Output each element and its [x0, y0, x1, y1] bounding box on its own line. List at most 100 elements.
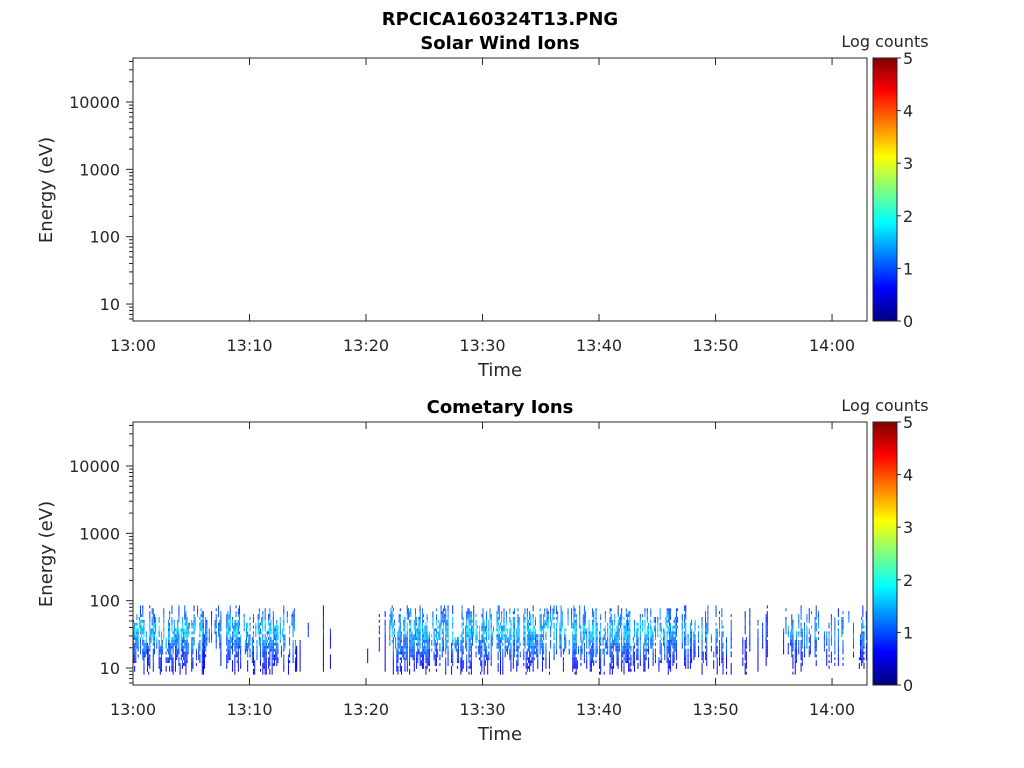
heatmap-cell: [526, 648, 528, 652]
heatmap-cell: [226, 631, 228, 635]
heatmap-cell: [226, 657, 228, 661]
heatmap-cell: [749, 622, 751, 626]
heatmap-cell: [262, 645, 264, 649]
heatmap-cell: [715, 611, 717, 615]
heatmap-cell: [842, 628, 844, 632]
heatmap-cell: [187, 622, 189, 626]
heatmap-cell: [477, 648, 479, 652]
heatmap-cell: [378, 625, 380, 629]
heatmap-cell: [399, 631, 401, 635]
heatmap-cell: [644, 614, 646, 617]
heatmap-cell: [684, 645, 686, 649]
heatmap-cell: [421, 611, 423, 615]
heatmap-cell: [620, 619, 622, 623]
heatmap-cell: [716, 665, 718, 669]
heatmap-cell: [268, 637, 270, 641]
heatmap-cell: [268, 660, 270, 664]
heatmap-cell: [467, 625, 469, 629]
heatmap-cell: [530, 634, 532, 638]
heatmap-cell: [246, 640, 248, 643]
heatmap-cell: [220, 663, 222, 666]
heatmap-cell: [573, 605, 575, 609]
heatmap-cell: [425, 665, 427, 669]
heatmap-cell: [716, 640, 718, 643]
heatmap-cell: [862, 651, 864, 655]
heatmap-cell: [271, 657, 273, 661]
heatmap-cell: [162, 651, 164, 655]
heatmap-cell: [235, 640, 237, 643]
heatmap-cell: [234, 663, 236, 666]
heatmap-cell: [261, 631, 263, 635]
heatmap-cell: [135, 637, 137, 641]
heatmap-cell: [657, 619, 659, 623]
heatmap-cell: [392, 614, 394, 617]
heatmap-cell: [628, 668, 630, 672]
heatmap-cell: [272, 657, 274, 661]
heatmap-cell: [497, 634, 499, 638]
heatmap-cell: [185, 622, 187, 626]
heatmap-cell: [280, 651, 282, 655]
heatmap-cell: [744, 651, 746, 655]
heatmap-cell: [529, 657, 531, 661]
heatmap-cell: [152, 625, 154, 629]
heatmap-cell: [226, 614, 228, 617]
heatmap-cell: [792, 671, 794, 675]
heatmap-cell: [721, 640, 723, 643]
heatmap-cell: [456, 642, 458, 646]
heatmap-cell: [233, 634, 235, 638]
heatmap-cell: [237, 660, 239, 664]
x-tick-label: 13:00: [110, 336, 156, 355]
heatmap-cell: [804, 637, 806, 641]
heatmap-cell: [145, 651, 147, 655]
heatmap-cell: [136, 645, 138, 649]
heatmap-cell: [437, 631, 439, 635]
heatmap-cell: [626, 645, 628, 649]
heatmap-cell: [530, 660, 532, 664]
heatmap-cell: [653, 619, 655, 623]
heatmap-cell: [586, 660, 588, 664]
heatmap-cell: [181, 625, 183, 629]
heatmap-cell: [707, 608, 709, 612]
heatmap-cell: [171, 625, 173, 629]
heatmap-cell: [413, 619, 415, 623]
heatmap-cell: [481, 625, 483, 629]
heatmap-cell: [808, 628, 810, 632]
heatmap-cell: [226, 660, 228, 664]
heatmap-cell: [466, 619, 468, 623]
heatmap-cell: [185, 660, 187, 664]
heatmap-cell: [607, 648, 609, 652]
heatmap-cell: [284, 645, 286, 649]
heatmap-cell: [143, 640, 145, 643]
heatmap-cell: [427, 654, 429, 658]
heatmap-cell: [460, 665, 462, 669]
heatmap-cell: [527, 645, 529, 649]
heatmap-cell: [809, 651, 811, 655]
heatmap-cell: [509, 648, 511, 652]
heatmap-cell: [158, 631, 160, 635]
heatmap-cell: [398, 631, 400, 635]
heatmap-cell: [265, 654, 267, 658]
heatmap-cell: [567, 614, 569, 617]
heatmap-cell: [537, 645, 539, 649]
heatmap-cell: [397, 654, 399, 658]
heatmap-cell: [416, 637, 418, 641]
heatmap-cell: [490, 619, 492, 623]
heatmap-cell: [645, 634, 647, 638]
heatmap-cell: [275, 648, 277, 652]
heatmap-cell: [393, 622, 395, 626]
heatmap-cell: [545, 663, 547, 666]
heatmap-cell: [418, 631, 420, 635]
heatmap-cell: [595, 608, 597, 612]
heatmap-cell: [226, 634, 228, 638]
heatmap-cell: [465, 645, 467, 649]
heatmap-cell: [262, 614, 264, 617]
heatmap-cell: [447, 619, 449, 623]
heatmap-cell: [529, 637, 531, 641]
heatmap-cell: [561, 625, 563, 629]
heatmap-cell: [527, 637, 529, 641]
heatmap-cell: [621, 651, 623, 655]
heatmap-cell: [575, 628, 577, 632]
heatmap-cell: [420, 651, 422, 655]
heatmap-cell: [167, 622, 169, 626]
